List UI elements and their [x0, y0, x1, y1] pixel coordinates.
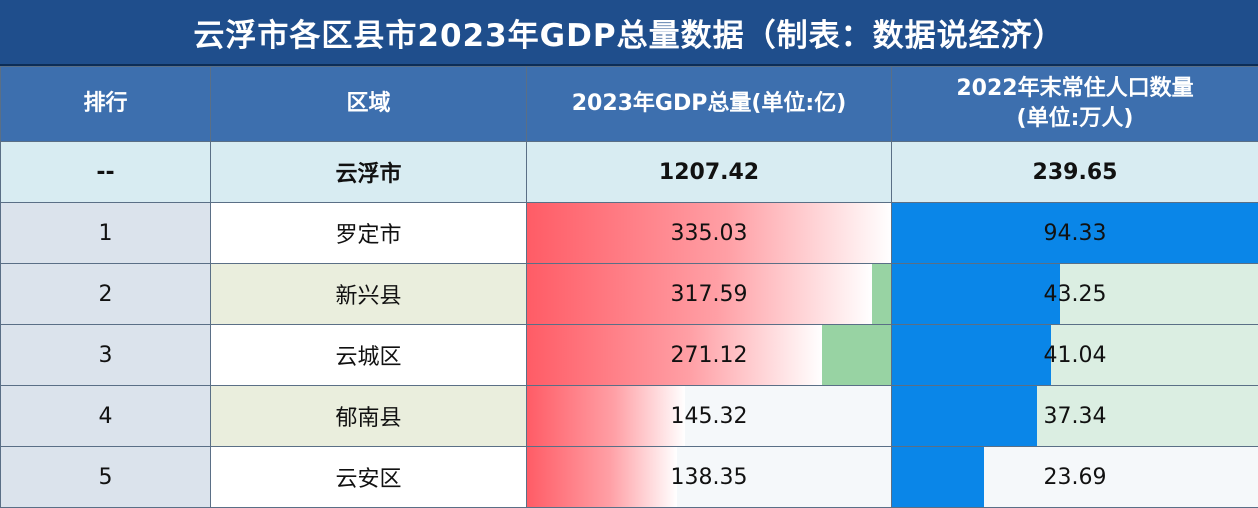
pop-bar [892, 386, 1037, 446]
region-cell: 新兴县 [211, 264, 527, 325]
gdp-cell: 145.32 [527, 386, 892, 447]
header-pop-line2: (单位:万人) [892, 104, 1258, 134]
pop-value: 37.34 [1044, 404, 1107, 429]
gdp-cell: 335.03 [527, 203, 892, 264]
data-table: 排行 区域 2023年GDP总量(单位:亿) 2022年末常住人口数量 (单位:… [0, 66, 1258, 508]
rank-cell: 4 [1, 386, 211, 447]
header-rank: 排行 [1, 67, 211, 142]
total-region: 云浮市 [211, 142, 527, 203]
gdp-cell: 138.35 [527, 447, 892, 508]
gdp-bar [527, 386, 685, 446]
gdp-value: 145.32 [671, 404, 748, 429]
pop-bar-remainder [984, 447, 1258, 507]
pop-value: 41.04 [1044, 343, 1107, 368]
pop-bar [892, 447, 984, 507]
gdp-value: 138.35 [671, 465, 748, 490]
total-gdp: 1207.42 [527, 142, 892, 203]
pop-cell: 41.04 [892, 325, 1258, 386]
region-cell: 云安区 [211, 447, 527, 508]
chart-title: 云浮市各区县市2023年GDP总量数据（制表：数据说经济） [0, 0, 1258, 66]
region-cell: 云城区 [211, 325, 527, 386]
rank-cell: 5 [1, 447, 211, 508]
gdp-bar [527, 447, 677, 507]
gdp-value: 317.59 [671, 282, 748, 307]
total-rank: -- [1, 142, 211, 203]
header-row: 排行 区域 2023年GDP总量(单位:亿) 2022年末常住人口数量 (单位:… [1, 67, 1258, 142]
pop-value: 94.33 [1044, 221, 1107, 246]
gdp-bar-remainder [822, 325, 891, 385]
rank-cell: 2 [1, 264, 211, 325]
gdp-value: 271.12 [671, 343, 748, 368]
pop-bar [892, 325, 1051, 385]
pop-value: 23.69 [1044, 465, 1107, 490]
pop-value: 43.25 [1044, 282, 1107, 307]
pop-bar [892, 264, 1060, 324]
gdp-bar-remainder [872, 264, 891, 324]
pop-cell: 94.33 [892, 203, 1258, 264]
total-row: -- 云浮市 1207.42 239.65 [1, 142, 1258, 203]
pop-cell: 23.69 [892, 447, 1258, 508]
gdp-value: 335.03 [671, 221, 748, 246]
region-cell: 郁南县 [211, 386, 527, 447]
region-cell: 罗定市 [211, 203, 527, 264]
gdp-cell: 271.12 [527, 325, 892, 386]
header-region: 区域 [211, 67, 527, 142]
total-pop: 239.65 [892, 142, 1258, 203]
pop-cell: 37.34 [892, 386, 1258, 447]
rank-cell: 3 [1, 325, 211, 386]
header-gdp: 2023年GDP总量(单位:亿) [527, 67, 892, 142]
gdp-cell: 317.59 [527, 264, 892, 325]
header-pop: 2022年末常住人口数量 (单位:万人) [892, 67, 1258, 142]
rank-cell: 1 [1, 203, 211, 264]
header-pop-line1: 2022年末常住人口数量 [892, 74, 1258, 104]
pop-cell: 43.25 [892, 264, 1258, 325]
